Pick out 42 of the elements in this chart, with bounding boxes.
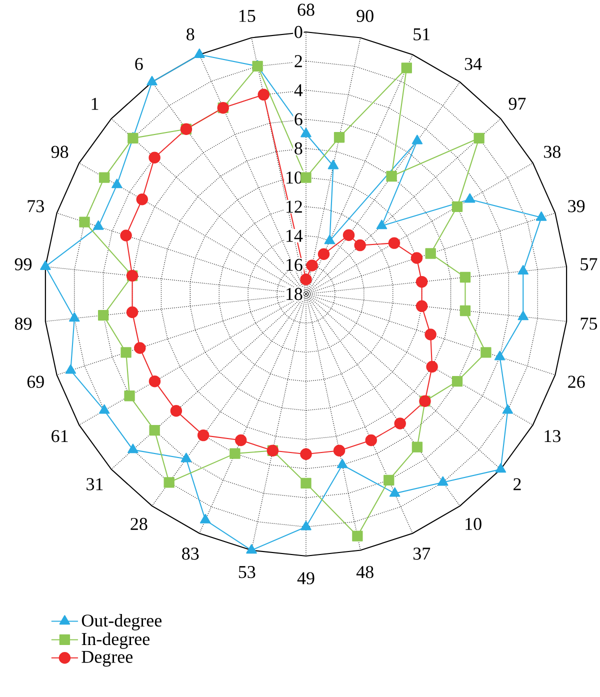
spoke-label: 28 — [130, 518, 148, 530]
spoke-label: 34 — [464, 58, 482, 70]
spoke-label: 15 — [239, 10, 256, 22]
spoke-label: 10 — [466, 518, 482, 530]
spoke-label: 31 — [86, 478, 103, 490]
spoke-label: 6 — [135, 58, 143, 70]
y-tick-label: 2 — [294, 55, 302, 68]
spoke-label: 48 — [356, 566, 374, 578]
legend-label: In-degree — [82, 632, 150, 649]
y-tick-label: 16 — [286, 258, 302, 271]
spoke-label: 99 — [14, 258, 32, 270]
spoke-label: 97 — [508, 98, 526, 110]
y-tick-label: 18 — [286, 288, 302, 300]
y-tick-label: 6 — [294, 113, 302, 126]
spoke-label: 53 — [238, 566, 256, 578]
y-tick-label: 4 — [294, 84, 303, 96]
spoke-label: 26 — [568, 376, 585, 388]
y-tick-label: 0 — [294, 26, 302, 38]
spoke-label: 73 — [28, 200, 44, 212]
spoke-label: 37 — [413, 548, 430, 560]
spoke-label: 69 — [27, 376, 44, 388]
spoke-label: 98 — [51, 146, 68, 158]
y-tick-label: 14 — [286, 230, 303, 242]
spoke-label: 39 — [568, 200, 585, 212]
spoke-label: 49 — [297, 572, 314, 584]
spoke-label: 2 — [514, 478, 521, 490]
spoke-label: 75 — [580, 318, 598, 330]
spoke-label: 13 — [544, 430, 560, 442]
spoke-label: 90 — [356, 10, 374, 22]
legend-label: Out-degree — [82, 614, 162, 630]
spoke-label: 38 — [544, 146, 560, 158]
spoke-label: 1 — [92, 98, 98, 110]
spoke-label: 57 — [580, 258, 598, 270]
spoke-label: 61 — [52, 430, 68, 442]
spoke-label: 8 — [186, 28, 194, 40]
spoke-label: 51 — [414, 28, 430, 40]
y-tick-label: 8 — [294, 142, 302, 155]
spoke-label: 68 — [298, 4, 314, 16]
y-tick-label: 12 — [286, 200, 302, 213]
spoke-label: 89 — [14, 318, 32, 330]
legend-label: Degree — [82, 650, 133, 667]
spoke-label: 83 — [182, 548, 199, 560]
